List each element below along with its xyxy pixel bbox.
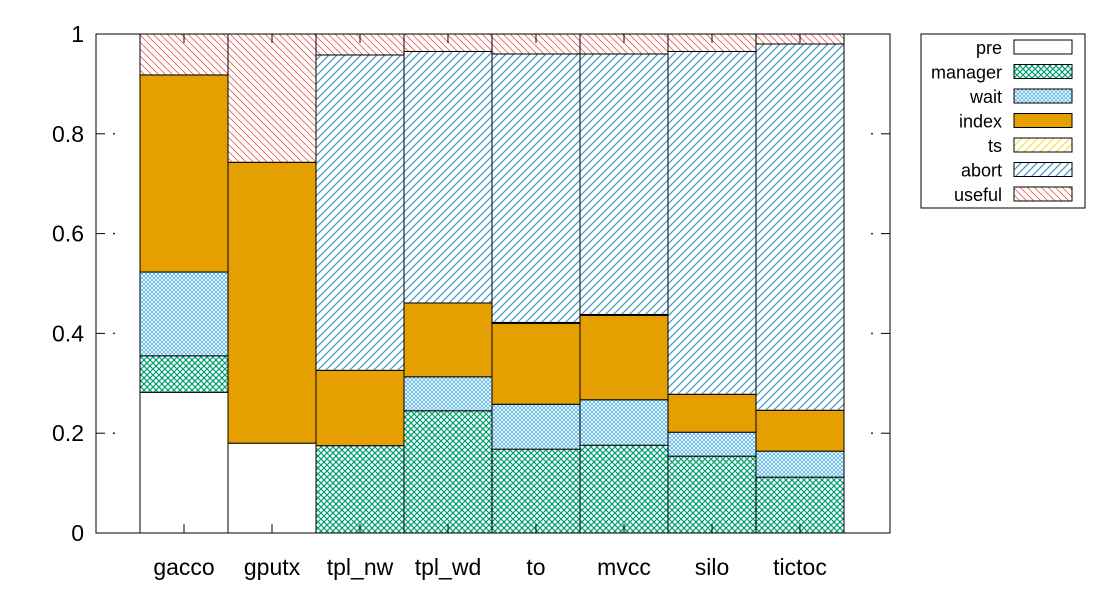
x-tick-label-tpl_wd: tpl_wd — [415, 554, 481, 580]
bar-segment-abort-to — [491, 53, 581, 323]
tick-dot — [871, 132, 873, 135]
tick-dot — [113, 132, 115, 135]
bar-segment-wait-tictoc — [755, 450, 845, 478]
x-tick-label-silo: silo — [695, 554, 730, 580]
y-tick-label: 0.6 — [52, 221, 84, 247]
plot-border — [95, 33, 891, 534]
legend-swatch-pre — [1013, 39, 1073, 55]
x-tick-label-mvcc: mvcc — [597, 554, 651, 580]
legend-swatch-ts — [1013, 137, 1073, 153]
y-tick-label: 0 — [71, 520, 84, 546]
bar-segment-index-gacco — [139, 74, 229, 273]
x-tick-label-tictoc: tictoc — [773, 554, 827, 580]
bar-segment-manager-tpl_nw — [315, 445, 405, 534]
bar-segment-manager-tpl_wd — [403, 410, 493, 534]
bar-segment-index-mvcc — [579, 314, 669, 401]
bar-segment-pre-gputx — [227, 442, 317, 534]
legend-swatch-manager — [1013, 64, 1073, 79]
bar-segment-index-tpl_nw — [315, 369, 405, 447]
tick-dot — [871, 232, 873, 235]
y-tick-label: 1 — [71, 21, 84, 47]
legend-label-pre: pre — [976, 38, 1002, 58]
bar-segment-abort-tictoc — [755, 43, 845, 411]
bar-segment-manager-silo — [667, 455, 757, 534]
plot-frame — [95, 33, 891, 534]
bar-segment-manager-tictoc — [755, 476, 845, 534]
bars-layer — [139, 33, 845, 534]
bar-segment-abort-tpl_wd — [403, 50, 493, 304]
y-tick-label: 0.8 — [52, 121, 84, 147]
x-tick-label-gputx: gputx — [244, 554, 301, 580]
bar-segment-index-tpl_wd — [403, 302, 493, 378]
bar-segment-index-gputx — [227, 161, 317, 444]
bar-segment-manager-mvcc — [579, 444, 669, 534]
bar-segment-useful-gputx — [227, 33, 317, 163]
bar-segment-abort-mvcc — [579, 53, 669, 315]
legend-label-index: index — [959, 112, 1002, 132]
bar-segment-wait-silo — [667, 431, 757, 457]
legend-label-useful: useful — [954, 185, 1002, 205]
bar-segment-wait-tpl_wd — [403, 376, 493, 412]
bar-segment-index-silo — [667, 393, 757, 433]
bar-segment-index-tictoc — [755, 409, 845, 452]
tick-dot — [871, 332, 873, 335]
bar-segment-manager-to — [491, 448, 581, 534]
y-tick-label: 0.4 — [52, 320, 84, 346]
bar-segment-pre-gacco — [139, 391, 229, 534]
bar-segment-wait-gacco — [139, 271, 229, 357]
tick-dot — [113, 332, 115, 335]
bar-segment-abort-silo — [667, 50, 757, 395]
legend-label-wait: wait — [969, 87, 1002, 107]
x-tick-label-gacco: gacco — [153, 554, 214, 580]
y-tick-label: 0.2 — [52, 420, 84, 446]
bar-segment-index-to — [491, 322, 581, 405]
bar-segment-abort-tpl_nw — [315, 54, 405, 371]
y-axis: 0 0.2 0.4 0.6 0.8 1 — [52, 21, 890, 546]
tick-dot — [113, 432, 115, 435]
x-tick-label-tpl_nw: tpl_nw — [327, 554, 394, 580]
legend-label-abort: abort — [961, 161, 1002, 181]
bar-segment-manager-gacco — [139, 355, 229, 393]
x-axis: gacco gputx tpl_nw tpl_wd to mvcc silo tictoc — [153, 34, 827, 580]
legend: pre manager wait index ts abort useful — [920, 33, 1086, 209]
legend-swatch-abort — [1013, 162, 1073, 177]
x-tick-label-to: to — [526, 554, 545, 580]
tick-dot — [871, 432, 873, 435]
tick-dot — [113, 232, 115, 235]
legend-swatch-useful — [1013, 186, 1073, 202]
bar-segment-wait-mvcc — [579, 399, 669, 446]
legend-swatch-wait — [1013, 88, 1073, 104]
legend-label-manager: manager — [931, 63, 1002, 83]
legend-swatch-index — [1013, 113, 1073, 128]
legend-label-ts: ts — [988, 136, 1002, 156]
bar-segment-wait-to — [491, 403, 581, 450]
